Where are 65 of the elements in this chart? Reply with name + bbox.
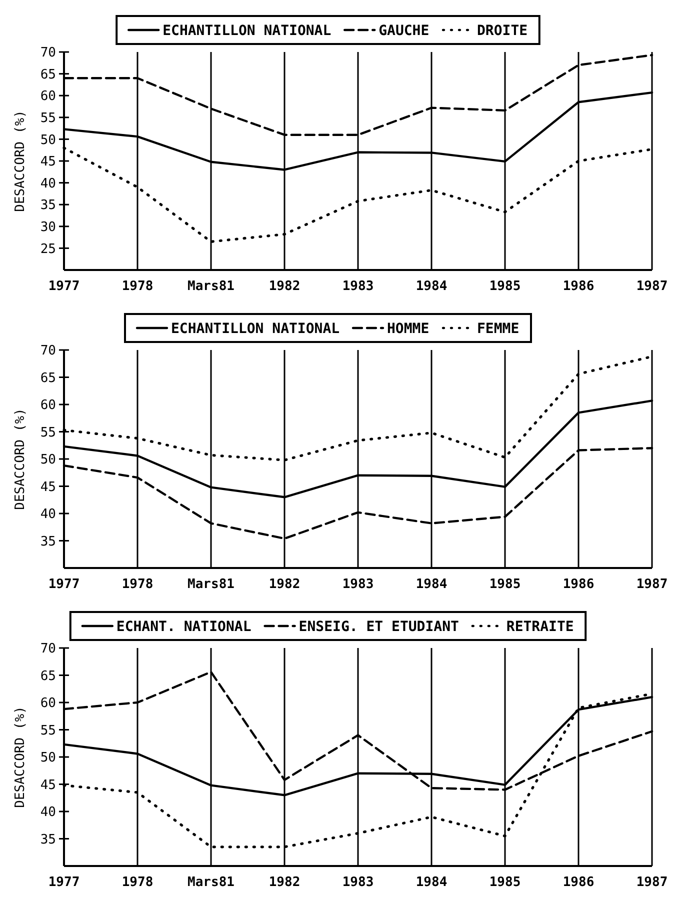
- y-tick-label: 70: [40, 642, 56, 657]
- x-tick-label: 1983: [342, 279, 374, 294]
- x-tick-label: 1978: [122, 875, 154, 890]
- x-tick-label: 1982: [268, 875, 300, 890]
- y-tick-label: 50: [40, 132, 56, 148]
- x-tick-label: 1987: [636, 577, 668, 592]
- x-tick-label: 1985: [489, 875, 521, 890]
- x-tick-label: 1985: [489, 577, 521, 592]
- y-tick-label: 35: [40, 832, 56, 848]
- x-tick-label: 1983: [342, 875, 374, 890]
- x-tick-label: Mars81: [188, 875, 235, 890]
- y-tick-label: 65: [40, 67, 56, 82]
- y-tick-label: 70: [40, 344, 56, 359]
- legend-label: GAUCHE: [378, 22, 430, 39]
- y-tick-label: 45: [40, 154, 56, 170]
- y-tick-label: 50: [40, 452, 56, 468]
- y-tick-label: 40: [40, 507, 56, 522]
- y-tick-label: 60: [40, 696, 56, 712]
- y-tick-label: 70: [40, 46, 56, 61]
- legend-label: ENSEIG. ET ETUDIANT: [298, 618, 459, 635]
- y-axis-title: DESACCORD (%): [13, 706, 28, 808]
- legend-label: RETRAITE: [506, 618, 574, 635]
- y-tick-label: 40: [40, 176, 56, 192]
- y-tick-label: 35: [40, 534, 56, 550]
- y-axis-title: DESACCORD (%): [13, 110, 28, 212]
- y-tick-label: 50: [40, 750, 56, 766]
- y-tick-label: 40: [40, 805, 56, 820]
- y-tick-label: 35: [40, 198, 56, 214]
- y-tick-label: 55: [40, 723, 56, 738]
- x-tick-label: Mars81: [188, 279, 235, 294]
- legend-label: FEMME: [477, 320, 520, 337]
- y-tick-label: 60: [40, 398, 56, 414]
- y-axis-title: DESACCORD (%): [13, 408, 28, 510]
- y-tick-label: 65: [40, 668, 56, 684]
- x-tick-label: 1984: [416, 577, 448, 592]
- legend-label: ECHANTILLON NATIONAL: [171, 320, 340, 337]
- x-tick-label: 1982: [268, 577, 300, 592]
- x-tick-label: 1977: [48, 875, 80, 890]
- x-tick-label: 1986: [562, 875, 594, 890]
- x-tick-label: 1978: [122, 577, 154, 592]
- x-tick-label: 1984: [416, 875, 448, 890]
- legend-label: ECHANTILLON NATIONAL: [162, 22, 332, 39]
- y-tick-label: 60: [40, 89, 56, 104]
- x-tick-label: Mars81: [188, 577, 235, 592]
- x-tick-label: 1986: [562, 577, 594, 592]
- legend-label: HOMME: [387, 320, 430, 337]
- y-tick-label: 65: [40, 370, 56, 386]
- x-tick-label: 1986: [562, 279, 594, 294]
- legend-label: DROITE: [477, 22, 528, 39]
- x-tick-label: 1987: [636, 875, 668, 890]
- x-tick-label: 1984: [416, 279, 448, 294]
- x-tick-label: 1978: [122, 279, 154, 294]
- x-tick-label: 1983: [342, 577, 374, 592]
- x-tick-label: 1987: [636, 279, 668, 294]
- y-tick-label: 25: [40, 242, 56, 257]
- y-tick-label: 45: [40, 778, 56, 793]
- x-tick-label: 1985: [489, 279, 521, 294]
- y-tick-label: 55: [40, 425, 56, 440]
- y-tick-label: 45: [40, 480, 56, 495]
- y-tick-label: 55: [40, 110, 56, 126]
- y-tick-label: 30: [40, 220, 56, 235]
- x-tick-label: 1977: [48, 279, 80, 294]
- legend-label: ECHANT. NATIONAL: [116, 618, 252, 635]
- x-tick-label: 1982: [268, 279, 300, 294]
- x-tick-label: 1977: [48, 577, 80, 592]
